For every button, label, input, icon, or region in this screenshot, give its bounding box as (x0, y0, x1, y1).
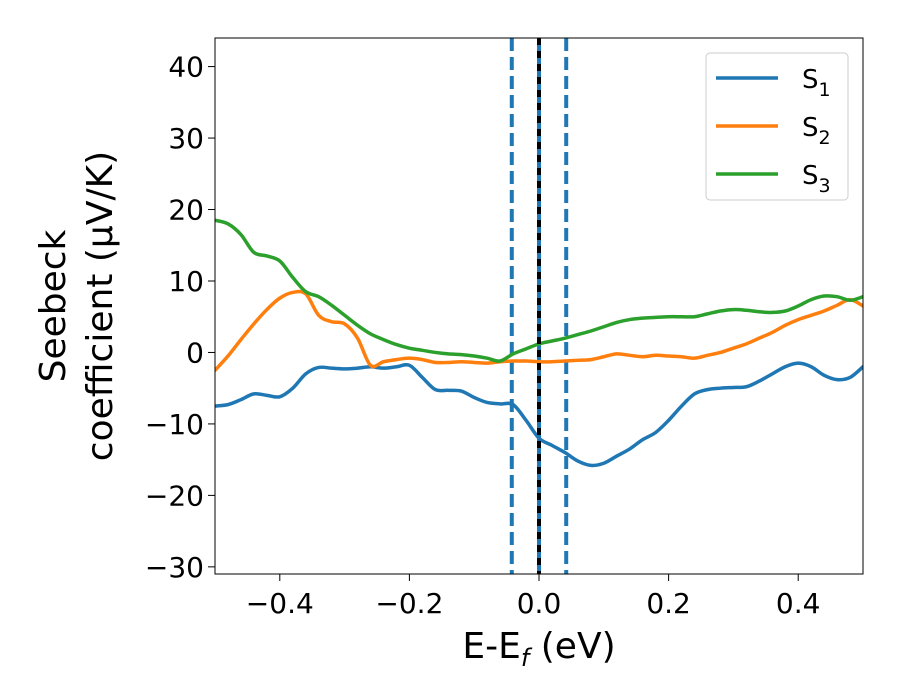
x-axis: −0.4 −0.2 0.0 0.2 0.4 (246, 574, 821, 620)
x-axis-title-main: E-E (462, 626, 520, 667)
series-line-s1 (215, 361, 863, 468)
x-tick-label: −0.2 (375, 587, 443, 620)
x-tick-label: 0.2 (646, 587, 691, 620)
y-tick-label: 10 (168, 265, 204, 298)
y-tick-label: 0 (186, 336, 204, 369)
series-line-s2 (215, 289, 863, 373)
x-axis-title-unit: (eV) (529, 626, 615, 667)
y-tick-label: −20 (145, 479, 204, 512)
y-tick-label: 40 (168, 51, 204, 84)
y-tick-label: 30 (168, 122, 204, 155)
x-tick-label: 0.0 (517, 587, 562, 620)
x-tick-label: −0.4 (246, 587, 314, 620)
y-axis-title-line2: coefficient (μV/K) (80, 151, 121, 461)
y-tick-label: −10 (145, 408, 204, 441)
x-tick-label: 0.4 (776, 587, 821, 620)
y-axis: −30 −20 −10 0 10 20 30 40 (145, 51, 215, 584)
legend-label-s2: S2 (802, 113, 831, 149)
x-axis-title: E-Ef (eV) (462, 626, 615, 672)
y-tick-label: 20 (168, 194, 204, 227)
y-tick-label: −30 (145, 551, 204, 584)
plot-area (214, 37, 864, 575)
legend: S1 S2 S3 (705, 52, 849, 201)
y-axis-title-line1: Seebeck (33, 229, 74, 382)
legend-label-s3: S3 (802, 161, 831, 197)
legend-label-s1: S1 (802, 65, 831, 101)
